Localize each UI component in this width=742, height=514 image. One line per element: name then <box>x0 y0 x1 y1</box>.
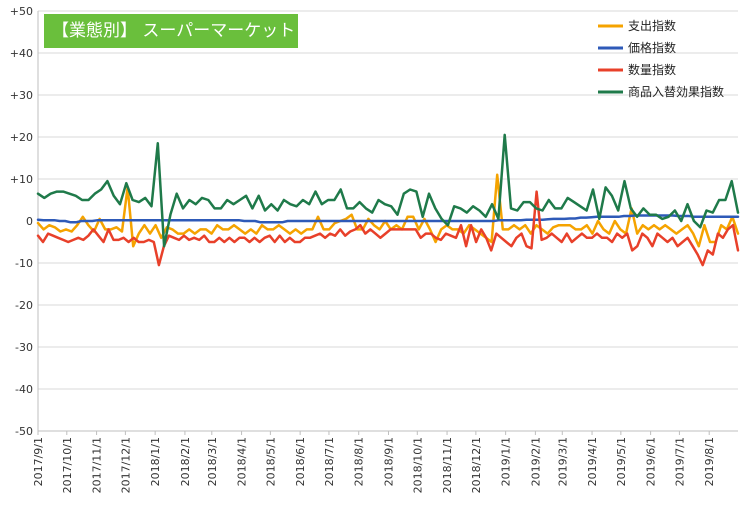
y-tick-label: 0 <box>26 215 33 228</box>
series-lines <box>36 133 740 267</box>
x-tick-label: 2019/8/1 <box>703 437 716 486</box>
x-tick-label: 2019/7/1 <box>673 437 686 486</box>
legend-label: 商品入替効果指数 <box>628 84 724 99</box>
y-tick-label: +30 <box>10 89 33 102</box>
legend-label: 支出指数 <box>628 18 676 33</box>
x-tick-label: 2018/2/1 <box>179 437 192 486</box>
x-tick-label: 2019/4/1 <box>586 437 599 486</box>
x-tick-label: 2018/10/1 <box>411 437 424 493</box>
x-tick-label: 2018/5/1 <box>264 437 277 486</box>
y-axis-ticks: +50 +40 +30 +20 +10 0 -10 -20 -30 -40 -50 <box>10 5 33 438</box>
y-tick-label: +50 <box>10 5 33 18</box>
x-tick-label: 2019/6/1 <box>645 437 658 486</box>
x-tick-label: 2018/3/1 <box>206 437 219 486</box>
x-axis-ticks: 2017/9/1 2017/10/1 2017/11/1 2017/12/1 2018/… <box>32 431 716 493</box>
x-tick-label: 2018/1/1 <box>149 437 162 486</box>
x-tick-label: 2017/12/1 <box>119 437 132 493</box>
y-tick-label: +20 <box>10 131 33 144</box>
x-tick-label: 2017/9/1 <box>32 437 45 486</box>
y-tick-label: -20 <box>15 299 33 312</box>
x-tick-label: 2019/5/1 <box>615 437 628 486</box>
y-tick-label: +10 <box>10 173 33 186</box>
x-tick-label: 2018/12/1 <box>470 437 483 493</box>
series-line <box>36 173 740 248</box>
y-tick-label: -50 <box>15 425 33 438</box>
series-line <box>36 214 740 224</box>
x-tick-label: 2017/10/1 <box>61 437 74 493</box>
y-tick-label: -30 <box>15 341 33 354</box>
y-tick-label: +40 <box>10 47 33 60</box>
chart-title: 【業態別】 スーパーマーケット <box>44 14 298 48</box>
y-tick-label: -40 <box>15 383 33 396</box>
x-tick-label: 2018/9/1 <box>382 437 395 486</box>
x-tick-label: 2019/2/1 <box>529 437 542 486</box>
x-tick-label: 2019/1/1 <box>500 437 513 486</box>
series-line <box>36 133 740 248</box>
y-tick-label: -10 <box>15 257 33 270</box>
x-tick-label: 2018/6/1 <box>294 437 307 486</box>
x-tick-label: 2018/11/1 <box>441 437 454 493</box>
x-tick-label: 2017/11/1 <box>91 437 104 493</box>
x-tick-label: 2019/3/1 <box>556 437 569 486</box>
legend-label: 数量指数 <box>628 62 676 77</box>
series-line <box>36 190 740 267</box>
x-tick-label: 2018/8/1 <box>353 437 366 486</box>
x-tick-label: 2018/4/1 <box>236 437 249 486</box>
legend-label: 価格指数 <box>628 40 676 55</box>
x-tick-label: 2018/7/1 <box>323 437 336 486</box>
